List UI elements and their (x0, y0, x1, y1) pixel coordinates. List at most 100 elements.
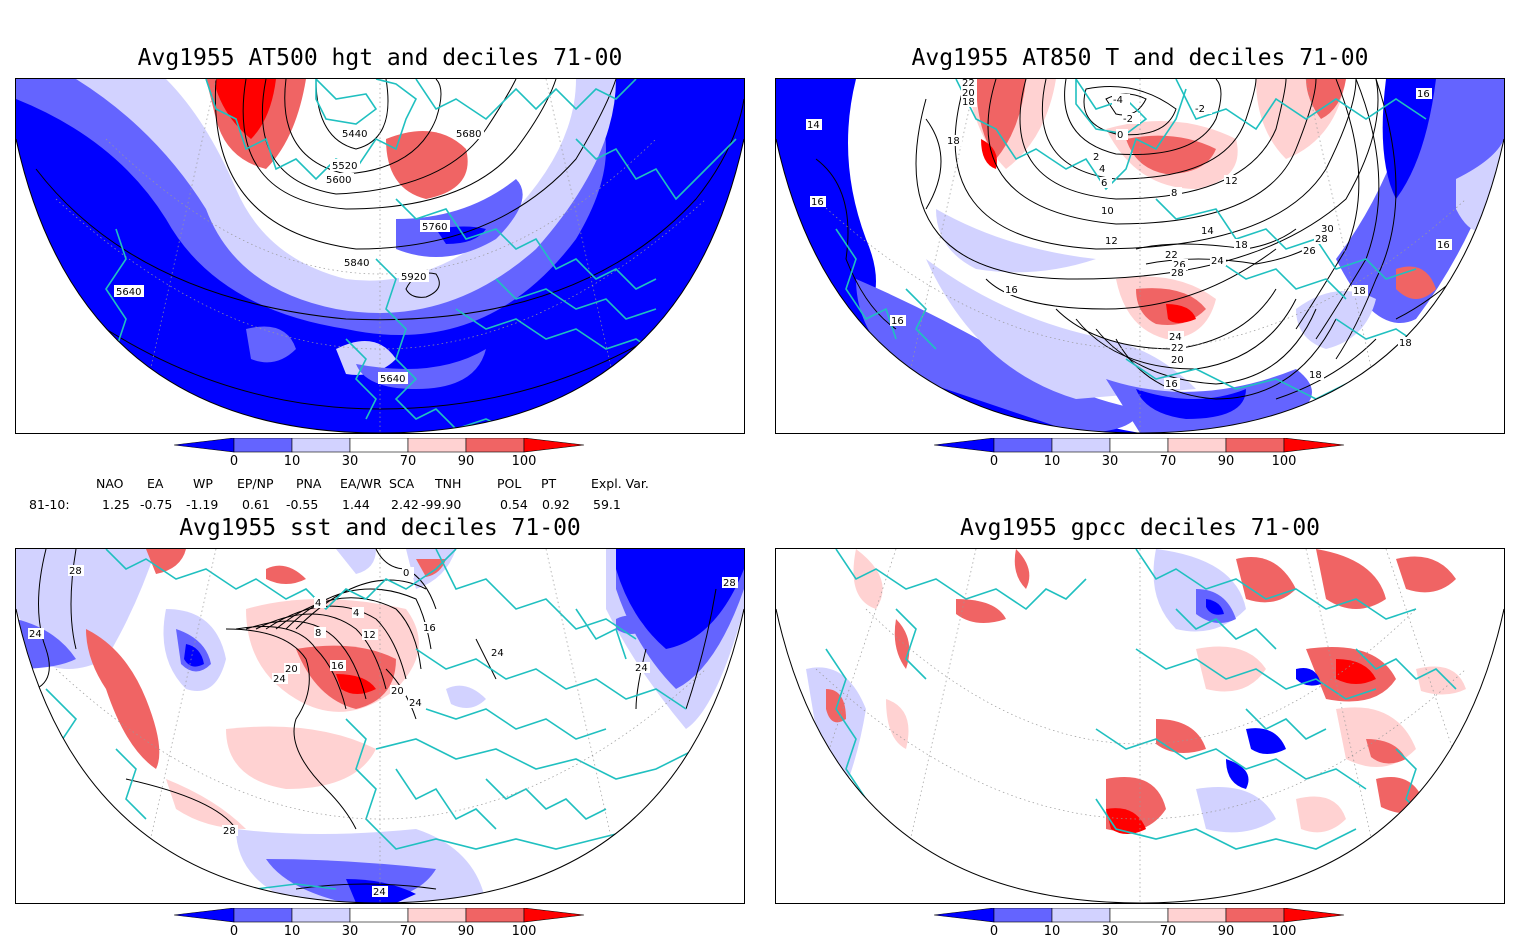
colorbar-tick-label: 70 (399, 924, 417, 939)
contour-line (235, 626, 347, 710)
contour-label: 20 (285, 664, 298, 675)
contour-label: 24 (273, 674, 286, 685)
contour-line (954, 79, 1357, 250)
contour-label: 20 (1171, 355, 1184, 366)
contour-label: 5600 (326, 175, 351, 186)
index-header: PNA (296, 476, 322, 491)
contour-label: 30 (1321, 224, 1334, 235)
colorbar-at500: 0 10 30 70 90 100 (174, 438, 594, 478)
panel-title-at500: Avg1955 AT500 hgt and deciles 71-00 (137, 45, 623, 71)
colorbar-tick-label: 0 (229, 454, 239, 469)
colorbar-tick-label: 10 (283, 454, 301, 469)
decile-field (216, 79, 276, 139)
contour-label: 18 (1309, 370, 1322, 381)
contour-label: 2 (1093, 152, 1099, 163)
coastline (1215, 258, 1347, 300)
decile-field (1396, 266, 1436, 299)
contour-label: 5840 (344, 258, 369, 269)
colorbar-tick-label: 70 (1159, 924, 1177, 939)
contour-label: 24 (373, 887, 386, 898)
colorbar-tick-label: 100 (1271, 924, 1297, 939)
decile-field (1306, 79, 1346, 119)
decile-field (826, 689, 846, 723)
contour-label: 28 (1171, 268, 1184, 279)
contour-line (475, 638, 497, 680)
contour-label: 20 (962, 88, 975, 99)
coastline (315, 79, 378, 125)
decile-field (1014, 549, 1030, 589)
decile-field (1196, 646, 1266, 692)
colorbar-tick-label: 10 (1043, 924, 1061, 939)
colorbar-swatch (1167, 908, 1227, 923)
contour-label: 16 (331, 661, 344, 672)
contour-line (265, 605, 407, 680)
contour-label: 12 (1105, 236, 1118, 247)
coastline (485, 778, 607, 820)
colorbar-swatch (291, 438, 351, 453)
coastline (955, 79, 1187, 191)
colorbar-swatch (465, 438, 525, 453)
colorbar-tick-label: 0 (229, 924, 239, 939)
contour-label: 26 (1303, 246, 1316, 257)
coastline (1095, 798, 1357, 850)
decile-field (853, 549, 883, 609)
colorbar-tick-label: 30 (1101, 924, 1119, 939)
colorbar-swatch (233, 908, 293, 923)
coastline (835, 549, 1087, 611)
decile-field (336, 549, 376, 574)
coastline (1245, 708, 1327, 740)
contour-label: 5680 (456, 129, 481, 140)
decile-field (1136, 389, 1246, 419)
index-header: EA/WR (340, 476, 382, 491)
decile-field (336, 674, 376, 694)
colorbar-swatch (407, 908, 467, 923)
contour-label: 28 (223, 826, 236, 837)
contour-line (1095, 308, 1317, 385)
colorbar-swatch (1283, 438, 1345, 453)
colorbar-swatch (993, 438, 1053, 453)
decile-field (184, 644, 204, 667)
contour-label: 28 (69, 566, 82, 577)
contour-line (685, 588, 717, 710)
colorbar-tick-label: 90 (1217, 924, 1235, 939)
colorbar-swatch (934, 908, 995, 923)
contour-label: 5440 (342, 129, 367, 140)
contour-line (1083, 86, 1177, 136)
decile-field (446, 685, 486, 708)
coastline (1355, 648, 1457, 690)
decile-field (266, 565, 306, 584)
contour-label: 16 (423, 623, 436, 634)
decile-field (246, 326, 296, 363)
decile-field (1156, 719, 1206, 753)
colorbar-swatch (465, 908, 525, 923)
colorbar-tick-label: 10 (1043, 454, 1061, 469)
decile-field (396, 179, 523, 257)
contour-label: 14 (807, 120, 820, 131)
colorbar-at850: 0 10 30 70 90 100 (934, 438, 1354, 478)
contour-label: 20 (391, 686, 404, 697)
contour-label: 12 (1225, 176, 1238, 187)
contour-line (284, 79, 442, 175)
index-value: 1.25 (102, 497, 130, 512)
map-panel-at500: 5440 5680 5520 5600 5760 5840 5920 5640 … (15, 78, 745, 434)
decile-field (1296, 668, 1321, 686)
colorbar-swatch (174, 908, 235, 923)
contour-label: 24 (635, 663, 648, 674)
colorbar-swatch (291, 908, 351, 923)
contour-line (635, 648, 647, 710)
contour-label: 10 (1101, 206, 1114, 217)
index-value: 0.92 (542, 497, 570, 512)
colorbar-swatch (993, 908, 1053, 923)
contour-line (70, 549, 77, 650)
decile-field (616, 615, 646, 634)
coastline (835, 228, 897, 340)
decile-field (1196, 787, 1276, 833)
contour-label: 28 (723, 578, 736, 589)
coastline (895, 608, 927, 680)
index-header: NAO (96, 476, 124, 491)
coastline (1175, 608, 1277, 650)
colorbar-tick-label: 70 (399, 454, 417, 469)
coastline (1135, 549, 1417, 620)
index-header: TNH (435, 476, 462, 491)
map-panel-gpcc (775, 548, 1505, 904)
